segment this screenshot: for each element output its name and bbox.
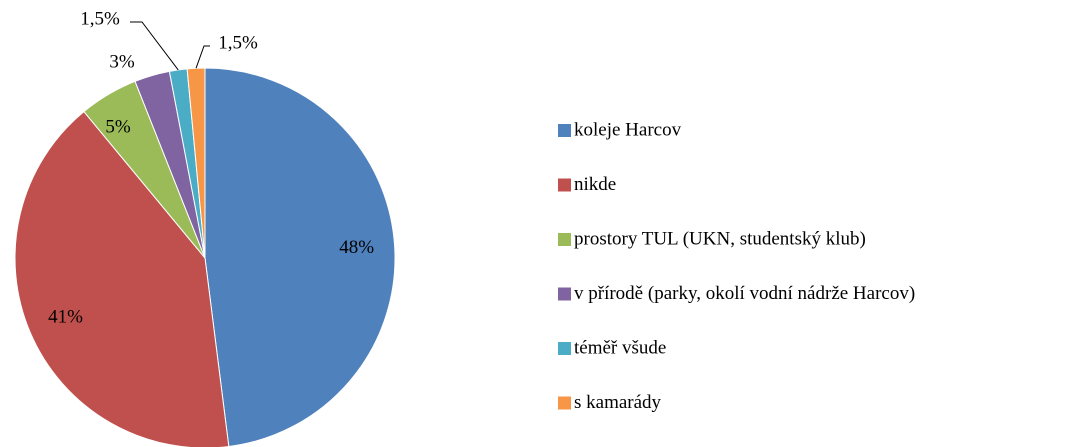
data-label: 41% [48,307,83,328]
legend-label: koleje Harcov [574,119,682,140]
data-label: 48% [339,237,374,258]
leader-line [130,21,179,71]
legend-label: prostory TUL (UKN, studentský klub) [574,228,866,249]
legend-swatch [558,287,571,301]
leader-line [195,45,210,69]
data-label: 1,5% [80,8,120,29]
pie-slice [14,110,230,447]
pie-slice [204,67,396,447]
legend-label: téměř všude [574,337,666,358]
data-label: 5% [105,116,131,137]
legend-label: v přírodě (parky, okolí vodní nádrže Har… [574,283,915,304]
data-label: 3% [109,51,135,72]
legend-swatch [558,396,571,410]
legend-label: s kamarády [574,392,662,413]
data-label: 1,5% [218,32,258,53]
legend-swatch [558,124,571,137]
pie-slice [186,67,206,259]
legend-label: nikde [574,174,616,195]
legend-swatch [558,178,571,192]
legend-swatch [558,342,571,355]
legend-swatch [558,233,571,246]
